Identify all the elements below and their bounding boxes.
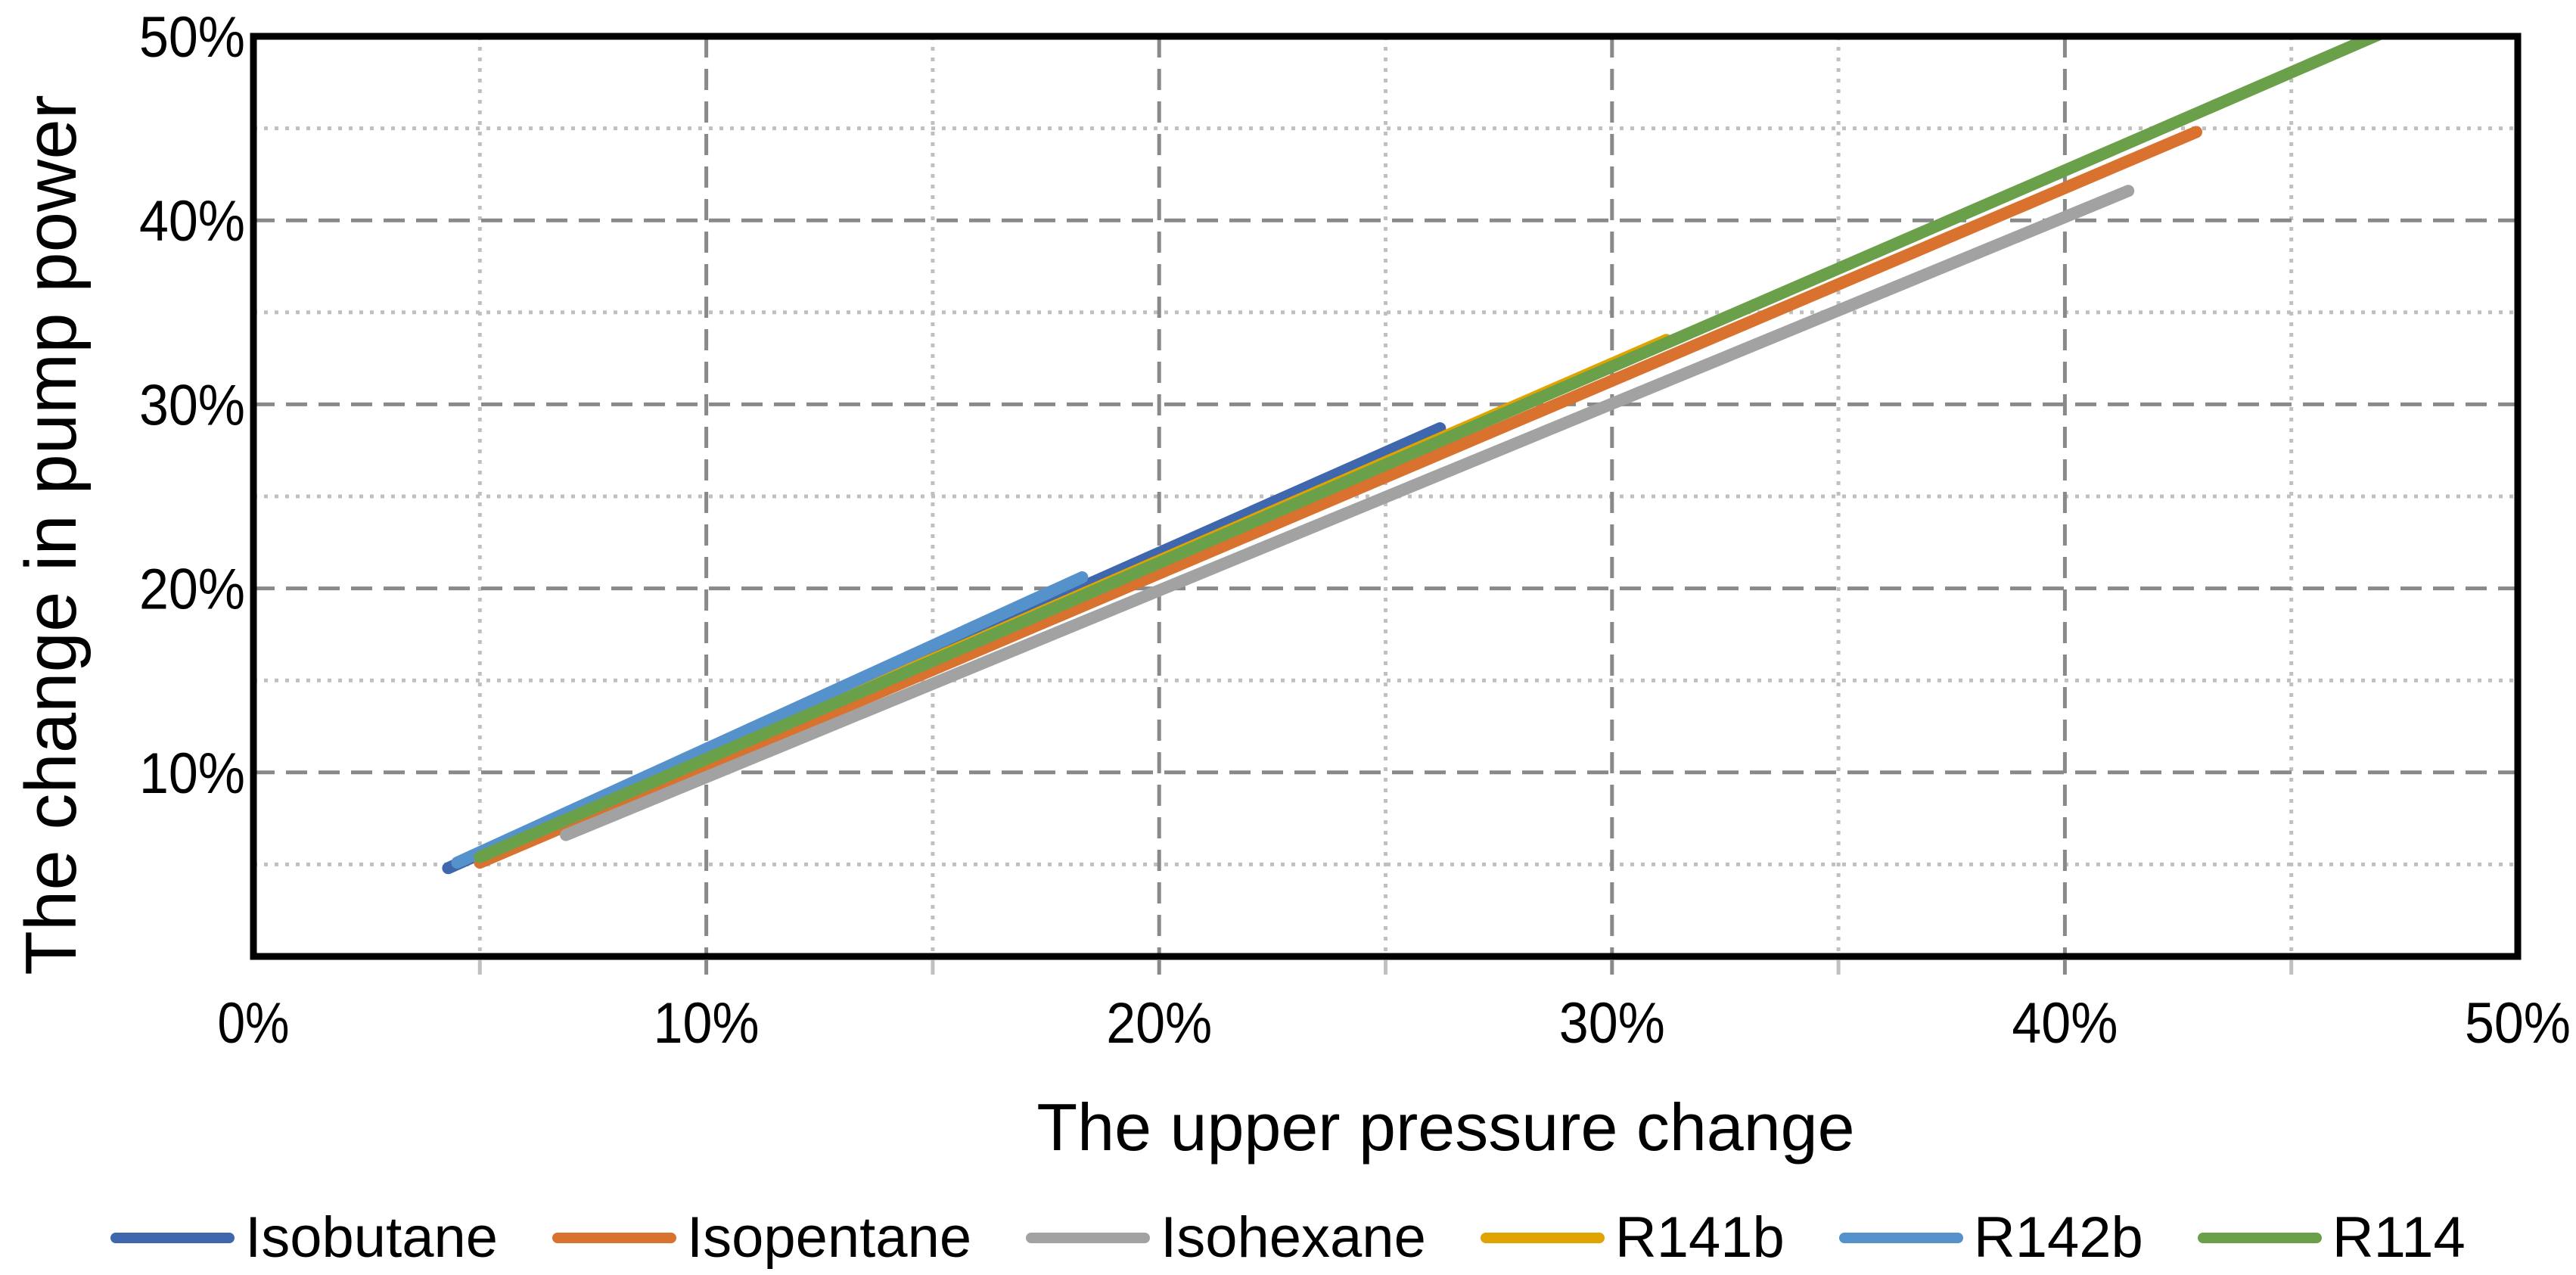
- legend-item-isobutane: Isobutane: [110, 1208, 498, 1268]
- legend-item-r142b: R142b: [1838, 1205, 2143, 1270]
- legend-swatch-r142b: [1838, 1233, 1963, 1243]
- x-tick-label-10: 10%: [654, 991, 760, 1056]
- plot-border: [250, 33, 2522, 960]
- legend-item-r114: R114: [2197, 1205, 2466, 1270]
- series-line-r142b: [451, 571, 1089, 869]
- legend-item-r141b: R141b: [1480, 1205, 1785, 1270]
- legend-label: R141b: [1614, 1205, 1785, 1270]
- legend-swatch-r114: [2197, 1233, 2322, 1243]
- x-tick-label-30: 30%: [1559, 991, 1665, 1056]
- y-tick-label-30: 30%: [139, 373, 245, 437]
- legend-label: R142b: [1973, 1205, 2143, 1270]
- series-group: [442, 36, 2390, 875]
- legend: Isobutane Isopentane Isohexane R141b R142b R1…: [0, 1208, 2576, 1268]
- y-tick-label-50: 50%: [139, 5, 245, 70]
- legend-swatch-isohexane: [1026, 1233, 1151, 1243]
- x-tick-label-40: 40%: [2012, 991, 2118, 1056]
- x-tick-label-50: 50%: [2465, 991, 2571, 1056]
- y-tick-label-40: 40%: [139, 189, 245, 253]
- legend-swatch-isobutane: [110, 1233, 235, 1243]
- legend-label: R114: [2332, 1205, 2466, 1270]
- legend-label: Isopentane: [687, 1205, 972, 1270]
- y-axis-title: The change in pump power: [11, 95, 92, 975]
- legend-swatch-r141b: [1480, 1233, 1605, 1243]
- y-tick-label-20: 20%: [139, 558, 245, 622]
- series-line-r114: [474, 36, 2390, 863]
- legend-swatch-isopentane: [552, 1233, 676, 1243]
- x-tick-label-0: 0%: [218, 991, 290, 1056]
- x-tick-label-20: 20%: [1106, 991, 1212, 1056]
- legend-label: Isohexane: [1161, 1205, 1426, 1270]
- series-line-isopentane: [474, 126, 2202, 869]
- x-axis-title: The upper pressure change: [1036, 1090, 1855, 1165]
- legend-item-isohexane: Isohexane: [1026, 1208, 1426, 1268]
- series-line-isohexane: [560, 185, 2135, 841]
- legend-label: Isobutane: [245, 1205, 498, 1270]
- legend-item-isopentane: Isopentane: [552, 1208, 971, 1268]
- y-tick-label-10: 10%: [139, 742, 245, 806]
